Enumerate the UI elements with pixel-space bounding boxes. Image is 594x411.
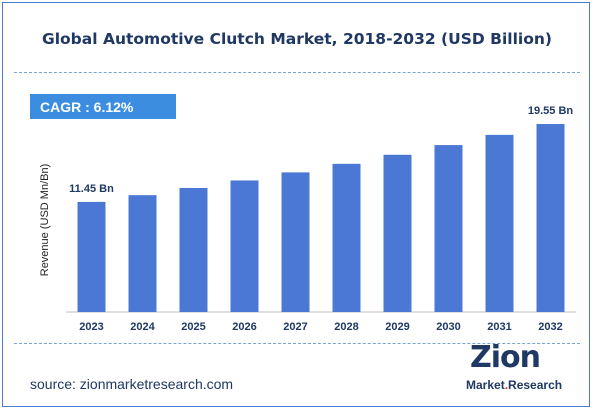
source-text: source: zionmarketresearch.com	[30, 376, 234, 392]
bar-2023	[77, 201, 106, 312]
x-tick-2032: 2032	[538, 321, 562, 333]
logo-wordmark: Zion	[470, 340, 541, 375]
bar-2030	[434, 145, 463, 312]
top-divider	[14, 72, 580, 73]
bar-2031	[485, 134, 514, 312]
x-tick-2029: 2029	[385, 321, 409, 333]
x-tick-2026: 2026	[232, 321, 256, 333]
bar-2029	[383, 154, 412, 312]
cagr-badge: CAGR : 6.12%	[30, 94, 176, 119]
logo-sub-research: Research	[508, 378, 563, 392]
x-tick-2028: 2028	[334, 321, 358, 333]
x-tick-2027: 2027	[283, 321, 307, 333]
logo-subtitle: Market.Research	[466, 378, 562, 392]
bottom-divider	[14, 343, 580, 344]
logo-sub-dot: .	[504, 378, 509, 392]
bar-2025	[179, 187, 208, 312]
bar-2032	[536, 124, 565, 313]
logo-sub-market: Market	[466, 378, 505, 392]
bar-2028	[332, 163, 361, 312]
bar-2026	[230, 180, 259, 312]
data-label-2032: 19.55 Bn	[528, 105, 574, 117]
bar-2027	[281, 172, 310, 312]
bar-2024	[128, 195, 157, 312]
zion-logo: Zion Market.Research	[462, 340, 572, 398]
x-tick-2023: 2023	[79, 321, 103, 333]
cagr-value: 6.12%	[93, 98, 134, 115]
x-tick-2024: 2024	[130, 321, 155, 333]
cagr-label: CAGR :	[40, 98, 90, 115]
x-tick-2025: 2025	[181, 321, 205, 333]
chart-title: Global Automotive Clutch Market, 2018-20…	[42, 30, 552, 48]
x-tick-2031: 2031	[487, 321, 511, 333]
x-tick-2030: 2030	[436, 321, 460, 333]
data-label-2023: 11.45 Bn	[69, 183, 114, 195]
